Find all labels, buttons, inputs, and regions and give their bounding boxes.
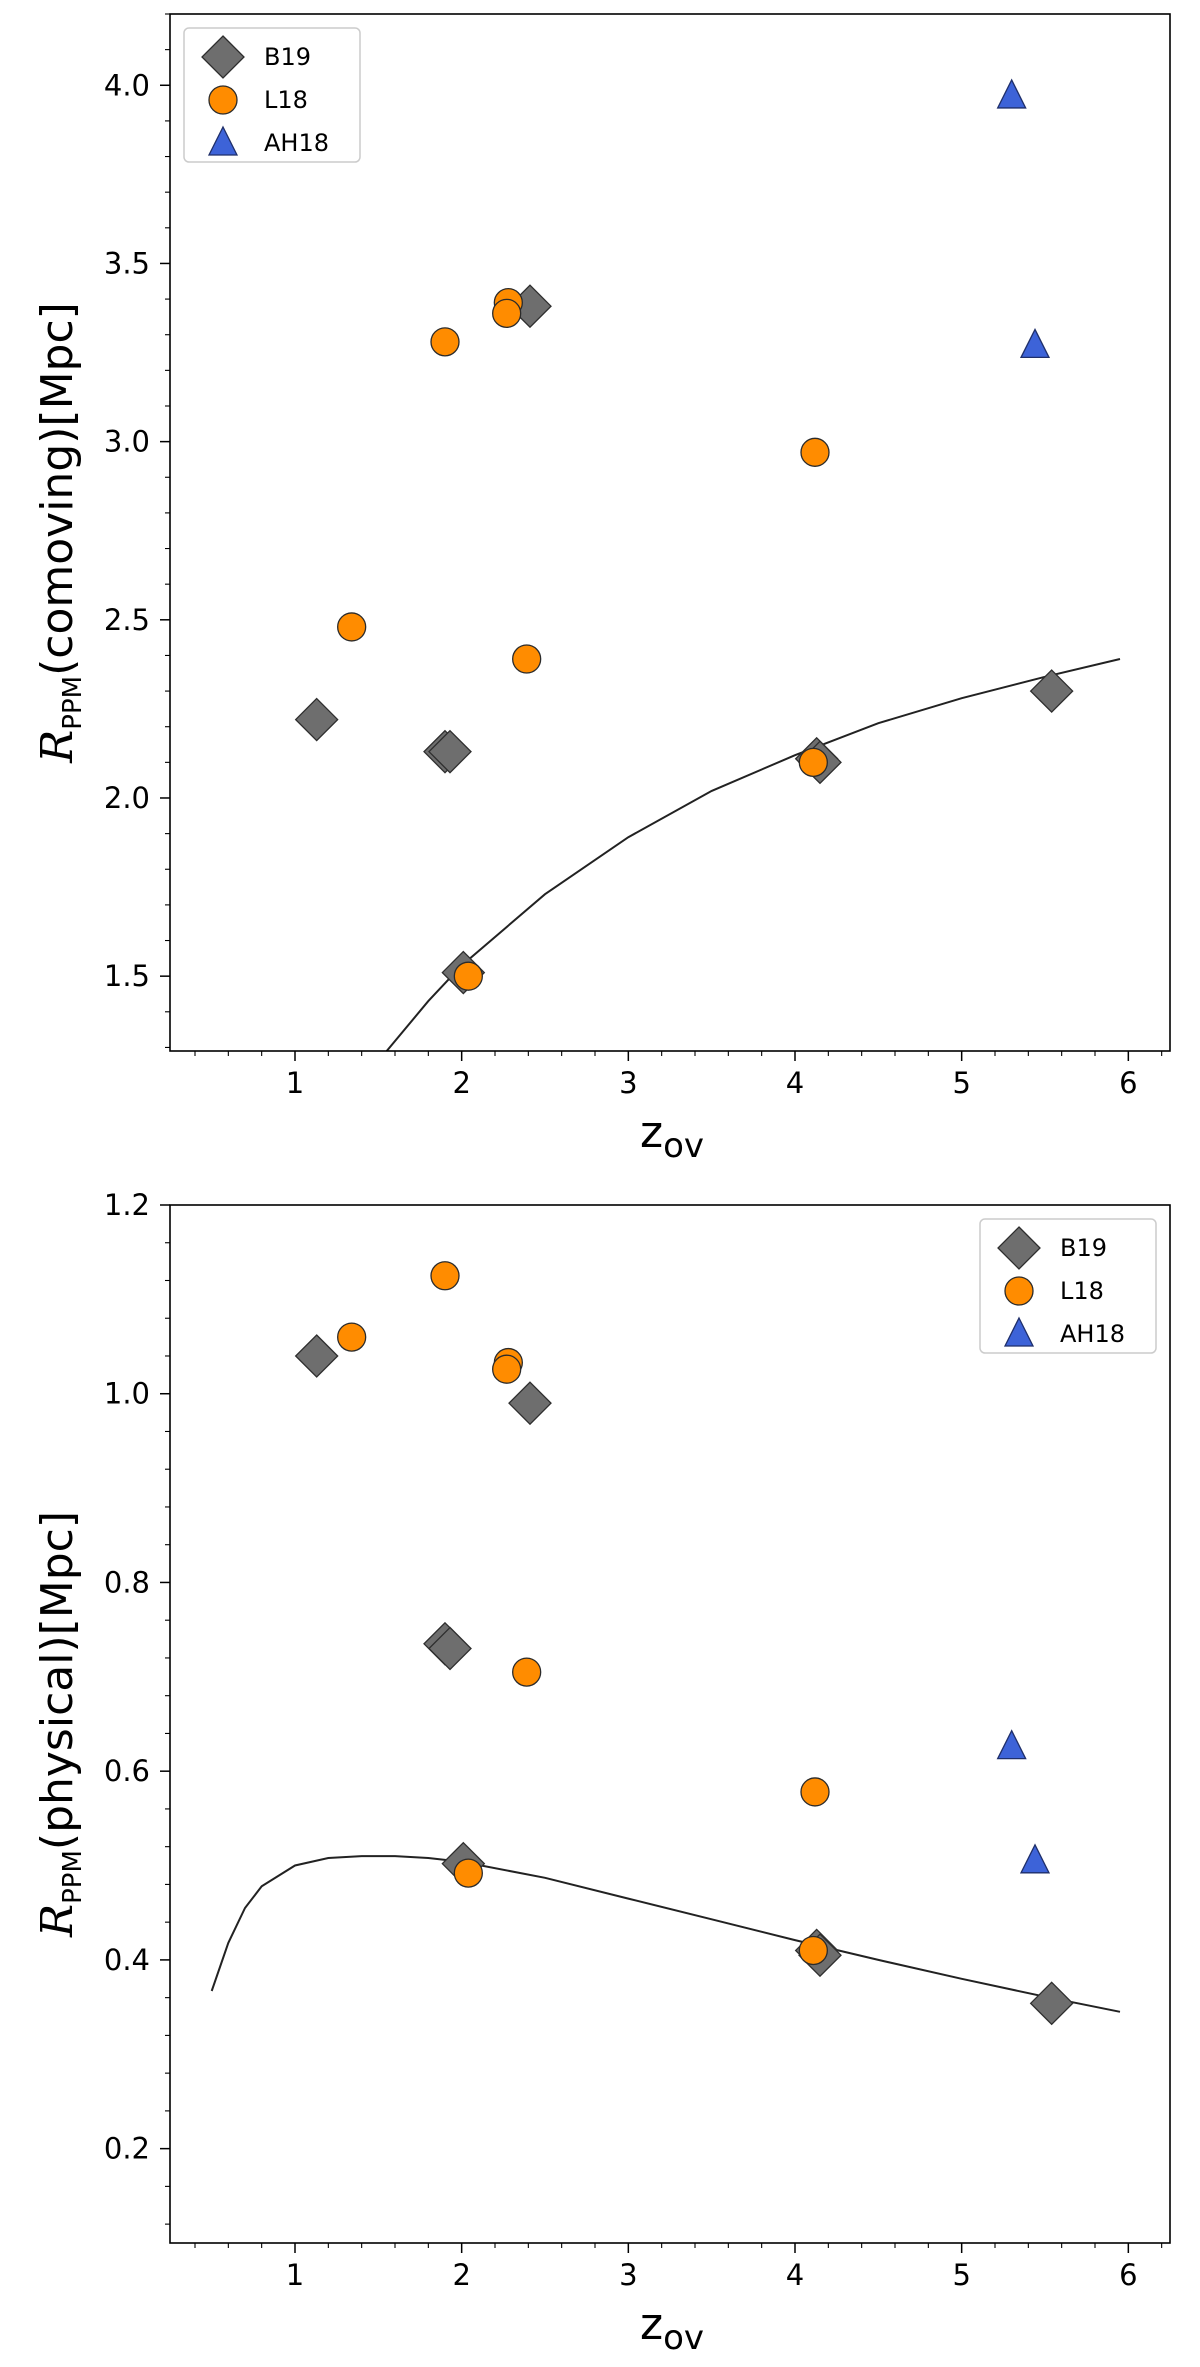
x-tick-label: 3 [619, 1066, 637, 1100]
y-tick-label: 1.5 [104, 959, 150, 993]
b19-point-7 [1029, 669, 1074, 713]
b19-point-0 [294, 697, 339, 742]
x-axis-label: zov [640, 1107, 704, 1166]
l18-point-2 [453, 961, 483, 991]
legend-marker-ah18 [1003, 1316, 1035, 1347]
y-tick-label: 0.6 [104, 1754, 150, 1788]
legend-label-b19: B19 [264, 43, 311, 71]
y-tick-label: 1.0 [104, 1377, 150, 1411]
model-curve [385, 658, 1121, 1051]
x-tick-label: 2 [452, 1066, 470, 1100]
data-markers [294, 78, 1074, 995]
legend-marker-b19 [201, 35, 245, 79]
ah18-point-0 [996, 1729, 1027, 1760]
x-tick-label: 4 [786, 1066, 804, 1100]
model-curve [210, 1855, 1121, 2013]
legend-marker-l18 [208, 85, 238, 115]
l18-point-0 [337, 612, 367, 642]
x-tick-label: 1 [286, 1066, 304, 1100]
x-tick-label: 2 [452, 2258, 470, 2292]
x-tick-label: 6 [1119, 2258, 1137, 2292]
x-tick-label: 6 [1119, 1066, 1137, 1100]
l18-point-2 [453, 1858, 483, 1888]
l18-point-7 [800, 1777, 830, 1807]
b19-point-2 [428, 729, 472, 774]
l18-point-4 [492, 1354, 522, 1384]
b19-point-4 [508, 1381, 552, 1426]
l18-point-1 [430, 327, 460, 357]
l18-point-6 [798, 747, 828, 778]
l18-point-0 [337, 1322, 367, 1352]
ah18-point-1 [1019, 1843, 1051, 1874]
b19-point-2 [428, 1626, 472, 1671]
y-tick-label: 3.0 [104, 425, 150, 459]
legend: B19 L18 AH18 [979, 1218, 1157, 1354]
legend-marker-l18 [1004, 1276, 1034, 1306]
legend-label-l18: L18 [264, 86, 308, 114]
y-tick-label: 0.8 [104, 1565, 150, 1599]
physical-radius-plot: 1 2 3 4 5 6 0.2 0.4 0.6 0.8 1.0 1.2 zov RPPM(physical… [32, 1188, 1171, 2358]
comoving-radius-plot: 1 2 3 4 5 6 1.5 2.0 2.5 3.0 3.5 4.0 zov RPPM(comoving… [32, 13, 1171, 1166]
y-axis-label: RPPM(comoving)[Mpc] [32, 302, 88, 764]
legend-label-b19: B19 [1060, 1234, 1107, 1262]
ah18-point-1 [1019, 327, 1051, 359]
l18-point-4 [492, 298, 522, 328]
plot-frame [169, 1204, 1171, 2244]
y-tick-label: 1.2 [104, 1188, 150, 1222]
x-tick-label: 1 [286, 2258, 304, 2292]
l18-point-6 [798, 1935, 828, 1966]
b19-point-0 [294, 1334, 339, 1378]
legend-marker-b19 [997, 1226, 1041, 1270]
x-tick-label: 5 [952, 1066, 970, 1100]
y-tick-label: 2.5 [104, 603, 150, 637]
legend-label-ah18: AH18 [1060, 1320, 1125, 1348]
x-tick-label: 3 [619, 2258, 637, 2292]
ah18-point-0 [996, 78, 1027, 109]
l18-point-5 [512, 644, 542, 674]
x-tick-label: 4 [786, 2258, 804, 2292]
x-axis-label: zov [640, 2299, 704, 2358]
l18-point-7 [800, 437, 830, 467]
legend-marker-ah18 [207, 125, 239, 156]
y-tick-label: 4.0 [104, 68, 150, 102]
y-tick-label: 0.4 [104, 1943, 150, 1977]
y-tick-label: 0.2 [104, 2132, 150, 2166]
legend: B19 L18 AH18 [183, 27, 361, 163]
data-markers [294, 1261, 1074, 2026]
l18-point-1 [430, 1261, 460, 1291]
x-tick-label: 5 [952, 2258, 970, 2292]
y-axis-label: RPPM(physical)[Mpc] [32, 1511, 88, 1938]
y-tick-label: 2.0 [104, 781, 150, 815]
plot-frame [169, 13, 1171, 1052]
y-tick-label: 3.5 [104, 246, 150, 280]
b19-point-7 [1029, 1981, 1074, 2026]
l18-point-5 [512, 1657, 542, 1687]
legend-label-l18: L18 [1060, 1277, 1104, 1305]
legend-label-ah18: AH18 [264, 129, 329, 157]
